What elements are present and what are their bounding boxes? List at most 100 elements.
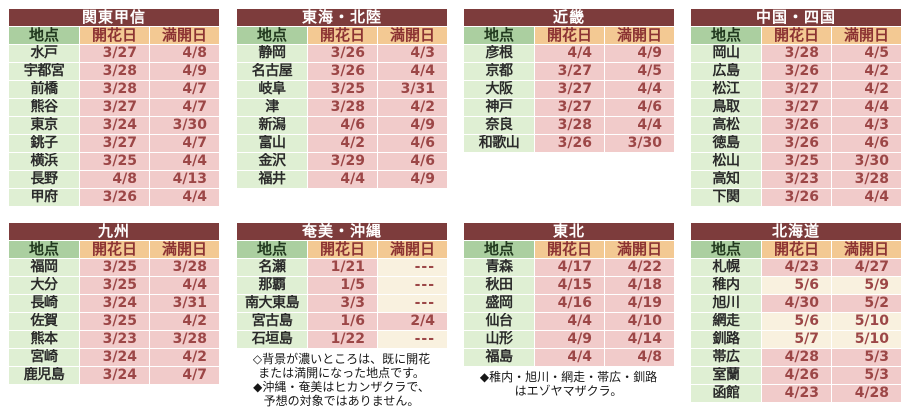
- location-cell: 鹿児島: [8, 366, 80, 385]
- region-table-kinki: 近畿 地点 開花日 満開日 彦根 4/4 4/9 京都 3/27 4/5 大阪 3/27 4/4…: [462, 8, 676, 153]
- location-cell: 徳島: [690, 134, 762, 153]
- location-cell: 金沢: [236, 152, 308, 171]
- table-row: 石垣島 1/22 ---: [236, 330, 449, 349]
- location-cell: 熊谷: [8, 98, 80, 117]
- flowering-date-cell: 3/28: [761, 44, 832, 63]
- flowering-date-cell: 3/27: [79, 134, 150, 153]
- full-bloom-date-cell: ---: [376, 294, 449, 313]
- full-bloom-date-cell: 4/13: [149, 170, 220, 189]
- location-cell: 東京: [8, 116, 80, 135]
- region-title: 九州: [7, 222, 221, 241]
- full-bloom-date-cell: 4/5: [830, 44, 903, 63]
- table-row: 宮崎 3/24 4/2: [8, 348, 221, 367]
- full-bloom-date-cell: 4/2: [830, 80, 903, 99]
- full-bloom-date-cell: 5/9: [830, 276, 903, 295]
- location-cell: 札幌: [690, 258, 762, 277]
- table-row: 神戸 3/27 4/6: [463, 98, 676, 117]
- table-row: 横浜 3/25 4/4: [8, 152, 220, 171]
- full-bloom-date-cell: 4/8: [603, 348, 676, 367]
- flowering-date-cell: 3/27: [79, 44, 150, 63]
- table-row: 仙台 4/4 4/10: [463, 312, 676, 331]
- location-column-header: 地点: [8, 240, 80, 259]
- region-table-amami-okinawa: 奄美・沖縄 地点 開花日 満開日 名瀬 1/21 --- 那覇 1/5 --- 南大東島 3/…: [235, 222, 449, 408]
- table-row: 広島 3/26 4/2: [690, 62, 903, 81]
- table-row: 札幌 4/23 4/27: [690, 258, 903, 277]
- flowering-date-cell: 5/6: [761, 312, 832, 331]
- location-column-header: 地点: [463, 240, 535, 259]
- full-bloom-date-cell: 4/22: [603, 258, 676, 277]
- location-cell: 秋田: [463, 276, 535, 295]
- location-cell: 網走: [690, 312, 762, 331]
- full-bloom-column-header: 満開日: [149, 26, 220, 45]
- location-cell: 宮古島: [236, 312, 308, 331]
- flowering-date-cell: 4/4: [534, 44, 605, 63]
- table-row: 盛岡 4/16 4/19: [463, 294, 676, 313]
- table-row: 旭川 4/30 5/2: [690, 294, 903, 313]
- table-row: 山形 4/9 4/14: [463, 330, 676, 349]
- column-header-row: 地点 開花日 満開日: [8, 240, 221, 259]
- flowering-date-cell: 4/2: [307, 134, 378, 153]
- full-bloom-date-cell: 3/30: [830, 152, 903, 171]
- forecast-table: 東海・北陸 地点 開花日 満開日 静岡 3/26 4/3 名古屋 3/26 4/4 岐阜 3/…: [235, 8, 449, 189]
- location-cell: 石垣島: [236, 330, 308, 349]
- full-bloom-date-cell: 3/30: [149, 116, 220, 135]
- full-bloom-column-header: 満開日: [376, 240, 449, 259]
- table-body: 札幌 4/23 4/27 稚内 5/6 5/9 旭川 4/30 5/2 網走 5/6 5/10 釧路 5/…: [690, 258, 903, 403]
- location-cell: 長野: [8, 170, 80, 189]
- region-table-tohoku: 東北 地点 開花日 満開日 青森 4/17 4/22 秋田 4/15 4/18 盛岡 4/16…: [462, 222, 676, 398]
- note-line: ◇背景が濃いところは、既に開花: [252, 352, 431, 366]
- location-cell: 銚子: [8, 134, 80, 153]
- flowering-date-cell: 3/28: [307, 98, 378, 117]
- flowering-date-cell: 1/6: [307, 312, 378, 331]
- flowering-column-header: 開花日: [761, 26, 832, 45]
- note-line: ◆稚内・旭川・網走・帯広・釧路: [479, 370, 658, 384]
- full-bloom-date-cell: 3/28: [148, 330, 221, 349]
- flowering-date-cell: 3/25: [761, 152, 832, 171]
- full-bloom-date-cell: 3/31: [148, 294, 221, 313]
- flowering-date-cell: 3/26: [761, 188, 832, 207]
- flowering-column-header: 開花日: [307, 26, 378, 45]
- location-cell: 青森: [463, 258, 535, 277]
- location-cell: 南大東島: [236, 294, 308, 313]
- flowering-date-cell: 3/26: [761, 62, 832, 81]
- flowering-date-cell: 3/25: [79, 152, 150, 171]
- table-row: 高知 3/23 3/28: [690, 170, 903, 189]
- flowering-date-cell: 3/27: [761, 80, 832, 99]
- flowering-column-header: 開花日: [79, 240, 150, 259]
- location-cell: 釧路: [690, 330, 762, 349]
- location-cell: 宇都宮: [8, 62, 80, 81]
- table-row: 秋田 4/15 4/18: [463, 276, 676, 295]
- flowering-date-cell: 3/23: [761, 170, 832, 189]
- full-bloom-date-cell: 5/10: [830, 312, 903, 331]
- location-cell: 岡山: [690, 44, 762, 63]
- flowering-column-header: 開花日: [307, 240, 378, 259]
- table-row: 水戸 3/27 4/8: [8, 44, 220, 63]
- flowering-date-cell: 3/25: [79, 258, 150, 277]
- flowering-date-cell: 4/4: [307, 170, 378, 189]
- table-row: 甲府 3/26 4/4: [8, 188, 220, 207]
- flowering-date-cell: 4/23: [761, 384, 832, 403]
- table-row: 銚子 3/27 4/7: [8, 134, 220, 153]
- table-row: 網走 5/6 5/10: [690, 312, 903, 331]
- region-table-chugoku-shikoku: 中国・四国 地点 開花日 満開日 岡山 3/28 4/5 広島 3/26 4/2 松江 3/2…: [689, 8, 903, 207]
- table-body: 水戸 3/27 4/8 宇都宮 3/28 4/9 前橋 3/28 4/7 熊谷 3/27 4/7 東京 3…: [8, 44, 220, 207]
- location-cell: 横浜: [8, 152, 80, 171]
- flowering-date-cell: 3/23: [79, 330, 150, 349]
- table-row: 佐賀 3/25 4/2: [8, 312, 221, 331]
- full-bloom-date-cell: 4/2: [376, 98, 449, 117]
- location-cell: 松山: [690, 152, 762, 171]
- forecast-table: 近畿 地点 開花日 満開日 彦根 4/4 4/9 京都 3/27 4/5 大阪 3/27 4/4…: [462, 8, 676, 153]
- location-cell: 福岡: [8, 258, 80, 277]
- full-bloom-date-cell: 2/4: [376, 312, 449, 331]
- table-row: 名瀬 1/21 ---: [236, 258, 449, 277]
- table-row: 松山 3/25 3/30: [690, 152, 903, 171]
- location-cell: 静岡: [236, 44, 308, 63]
- full-bloom-date-cell: 5/2: [830, 294, 903, 313]
- location-cell: 鳥取: [690, 98, 762, 117]
- table-notes: ◆稚内・旭川・網走・帯広・釧路 はエゾヤマザクラ。: [463, 370, 674, 398]
- flowering-column-header: 開花日: [534, 240, 605, 259]
- location-cell: 新潟: [236, 116, 308, 135]
- full-bloom-date-cell: 4/7: [149, 98, 220, 117]
- table-row: 大分 3/25 4/4: [8, 276, 221, 295]
- table-row: 東京 3/24 3/30: [8, 116, 220, 135]
